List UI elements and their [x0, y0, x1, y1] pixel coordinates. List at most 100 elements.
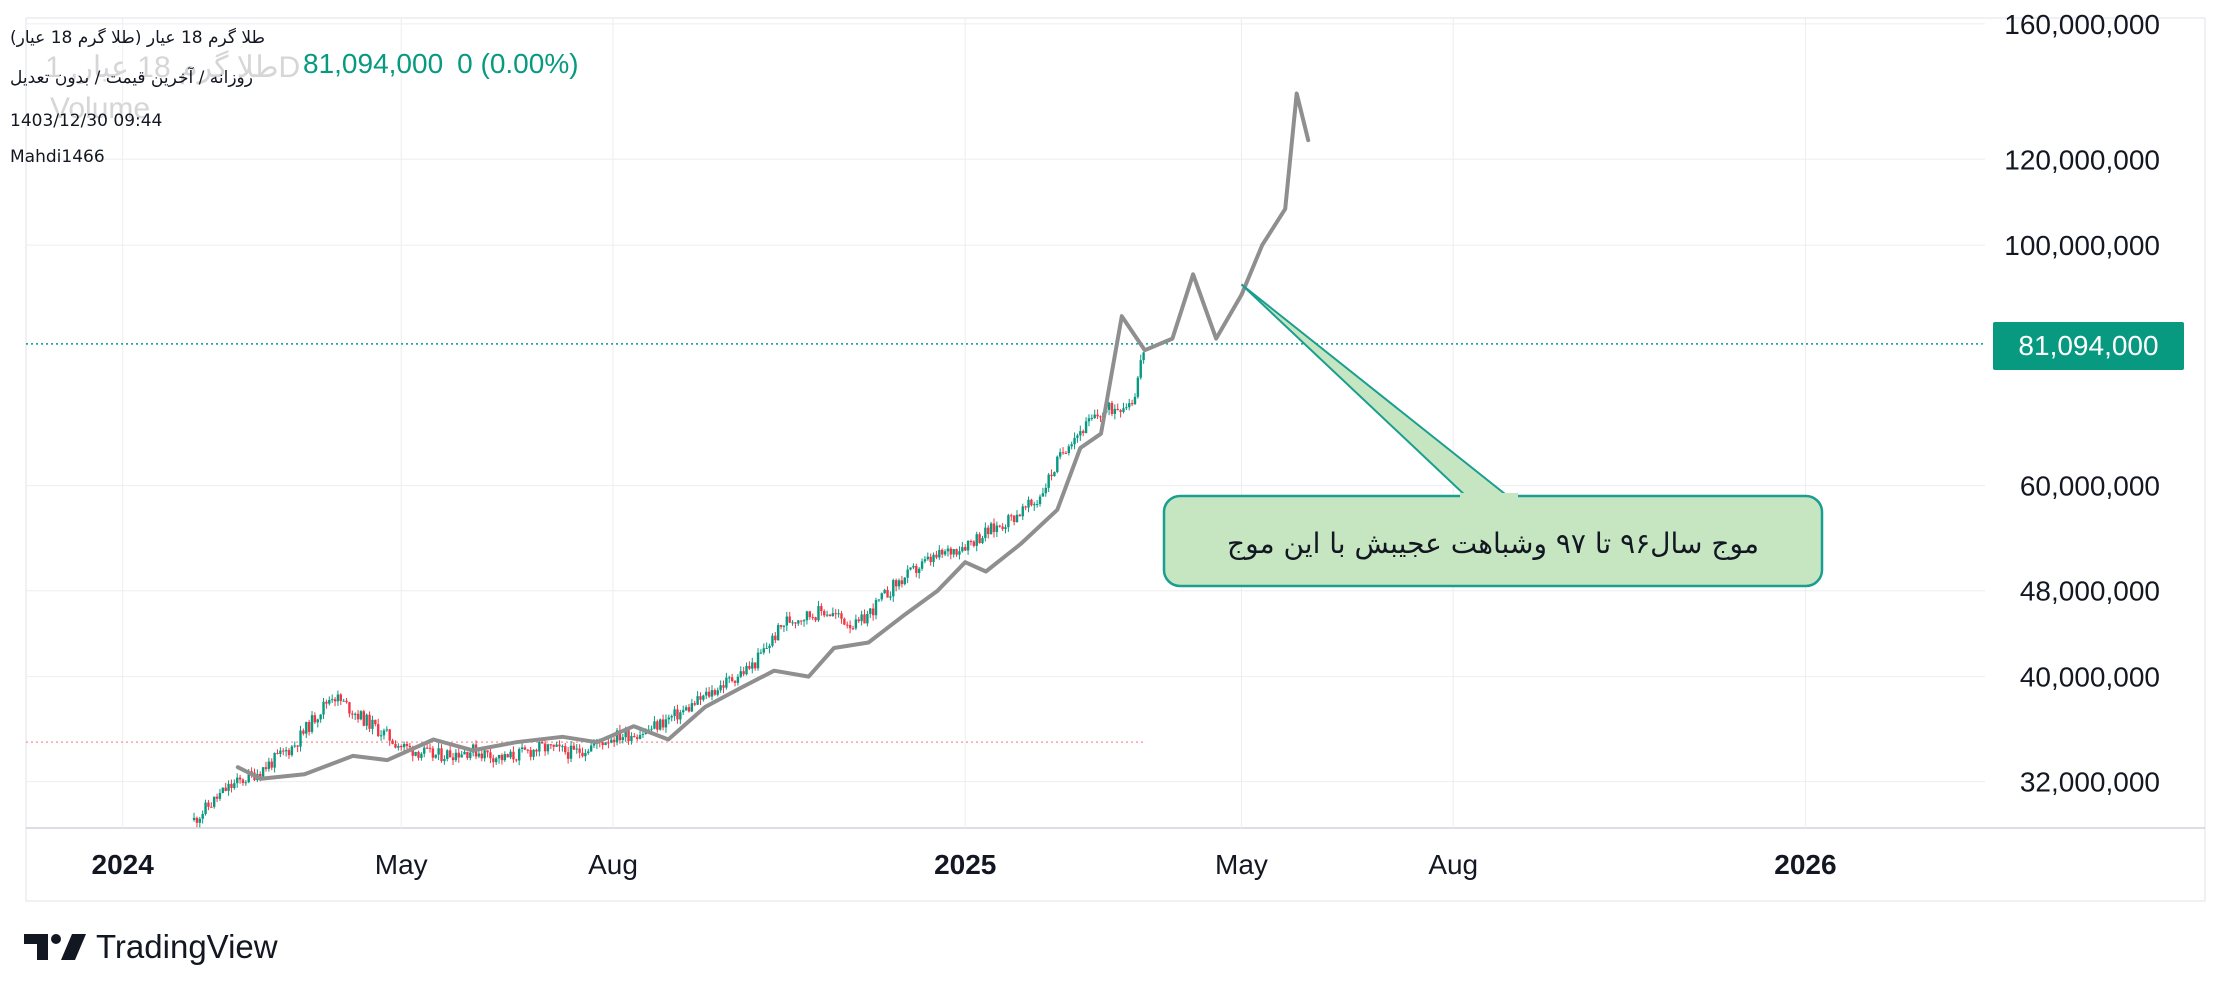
candle-body: [233, 783, 236, 788]
candle-body: [492, 758, 495, 763]
candle-body: [273, 752, 276, 768]
candle-body: [500, 754, 504, 761]
candle-body: [894, 580, 898, 587]
candle-body: [638, 735, 642, 739]
candle-body: [745, 665, 748, 675]
candle-body: [494, 758, 498, 763]
candle-body: [702, 695, 705, 700]
candle-body: [431, 748, 435, 758]
candle-body: [1053, 472, 1056, 477]
candle-body: [486, 750, 489, 753]
candle-body: [460, 754, 463, 758]
candle-body: [227, 783, 230, 791]
candle-body: [1136, 377, 1140, 397]
candle-body: [552, 744, 555, 747]
tradingview-brand[interactable]: TradingView: [24, 928, 278, 966]
candle-body: [566, 752, 570, 759]
candle-body: [1004, 527, 1007, 530]
candle-body: [428, 747, 432, 749]
candle-body: [854, 619, 858, 629]
candle-body: [319, 714, 322, 720]
candle-body: [659, 719, 662, 730]
candle-body: [831, 613, 835, 617]
candle-body: [903, 577, 906, 585]
candle-body: [912, 565, 915, 568]
candle-body: [374, 719, 377, 725]
candle-body: [259, 773, 262, 777]
candle-body: [762, 648, 765, 653]
candle-body: [316, 719, 319, 723]
candle-body: [201, 813, 204, 819]
candle-body: [526, 749, 530, 751]
candle-body: [1056, 456, 1059, 473]
candle-body: [261, 767, 265, 777]
candle-body: [1119, 410, 1122, 412]
current-price-tag: 81,094,000: [1993, 322, 2184, 370]
candle-body: [440, 748, 443, 762]
candle-body: [964, 547, 967, 551]
candle-body: [892, 580, 895, 597]
candle-body: [561, 746, 564, 748]
candle-body: [532, 749, 535, 757]
candle-body: [900, 580, 904, 585]
candle-body: [987, 527, 990, 535]
candle-body: [448, 750, 452, 758]
candle-body: [699, 696, 702, 700]
candle-body: [506, 754, 509, 758]
candle-body: [630, 735, 633, 742]
candle-body: [1033, 504, 1036, 506]
candle-body: [302, 730, 305, 734]
candle-body: [425, 747, 429, 749]
candle-body: [437, 748, 440, 755]
candle-body: [210, 806, 213, 808]
candle-body: [1125, 407, 1128, 409]
symbol-title[interactable]: طلا گرم 18 عیار (طلا گرم 18 عیار): [10, 28, 266, 48]
candle-body: [1128, 403, 1131, 408]
candle-body: [897, 580, 901, 587]
candle-body: [564, 746, 567, 753]
candle-body: [1047, 474, 1050, 488]
candle-body: [509, 751, 512, 758]
author-label[interactable]: Mahdi1466: [10, 147, 105, 167]
candle-body: [391, 740, 394, 744]
candle-body: [972, 541, 976, 546]
candle-body: [307, 722, 311, 732]
candle-body: [207, 802, 210, 807]
candle-body: [244, 782, 248, 784]
candle-body: [400, 746, 403, 748]
candle-body: [529, 750, 532, 757]
candle-body: [820, 606, 823, 612]
candle-body: [356, 713, 360, 720]
candle-body: [405, 743, 409, 746]
candle-body: [1067, 446, 1071, 454]
candle-body: [417, 751, 420, 758]
candle-body: [880, 593, 883, 600]
candle-body: [871, 608, 875, 616]
candle-body: [270, 761, 273, 768]
candle-body: [212, 796, 216, 807]
candle-body: [569, 745, 573, 759]
candle-body: [684, 707, 688, 711]
candle-body: [584, 753, 587, 757]
candle-body: [1007, 515, 1010, 528]
candle-body: [224, 787, 227, 791]
candle-body: [823, 611, 826, 616]
candle-body: [353, 713, 357, 715]
candle-body: [434, 754, 437, 758]
candle-body: [794, 622, 797, 624]
candle-body: [866, 613, 869, 624]
candle-body: [975, 534, 978, 546]
candle-body: [1084, 421, 1088, 434]
candle-body: [940, 549, 944, 555]
candle-body: [322, 701, 325, 715]
candle-body: [782, 625, 786, 627]
candle-body: [483, 750, 486, 759]
candle-body: [1099, 416, 1102, 418]
candle-body: [785, 616, 789, 626]
candle-body: [955, 549, 958, 555]
candle-body: [797, 620, 800, 624]
ghost-symbol-watermark: طلا گرم 18 عیار, 1D: [45, 51, 301, 84]
candle-body: [719, 685, 722, 691]
candle-body: [1012, 515, 1016, 522]
